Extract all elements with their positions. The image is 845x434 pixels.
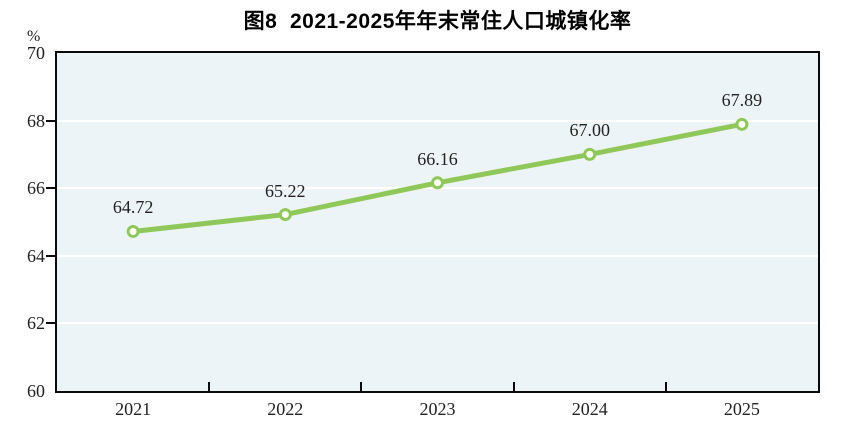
y-axis-tick-label: 60 bbox=[27, 381, 45, 401]
y-axis-tick bbox=[46, 187, 55, 190]
y-axis-unit-label: % bbox=[27, 28, 41, 45]
data-point-marker bbox=[431, 176, 444, 190]
gridline bbox=[57, 119, 818, 122]
line-series-canvas bbox=[126, 117, 749, 238]
x-axis-tick-label: 2021 bbox=[115, 399, 152, 419]
data-point-marker bbox=[583, 147, 597, 161]
x-axis-tick bbox=[664, 382, 667, 391]
x-axis-tick bbox=[208, 382, 211, 391]
y-axis-tick-label: 62 bbox=[27, 313, 45, 334]
x-axis-tick-label: 2023 bbox=[419, 399, 456, 419]
chart-title: 图8 2021-2025年年末常住人口城镇化率 bbox=[243, 10, 632, 33]
x-axis-tick-label: 2024 bbox=[571, 399, 608, 419]
data-point-marker bbox=[126, 224, 140, 238]
gridline bbox=[57, 322, 818, 325]
x-axis-tick-label: 2025 bbox=[723, 399, 760, 419]
x-axis-tick-label: 2022 bbox=[267, 399, 304, 419]
data-value-label: 65.22 bbox=[265, 180, 306, 201]
y-axis-tick bbox=[46, 119, 55, 122]
y-axis-tick-label: 66 bbox=[27, 178, 45, 199]
data-point-marker bbox=[735, 117, 749, 131]
data-value-label: 66.16 bbox=[417, 148, 458, 169]
data-value-label: 64.72 bbox=[112, 197, 154, 218]
x-axis-tick bbox=[360, 382, 363, 391]
data-value-label: 67.00 bbox=[569, 120, 610, 141]
y-axis-tick-label: 70 bbox=[27, 43, 45, 63]
x-axis-tick bbox=[512, 382, 515, 391]
gridline bbox=[57, 254, 818, 257]
data-value-label: 67.89 bbox=[721, 90, 763, 111]
data-point-marker bbox=[278, 208, 292, 222]
y-axis-tick-label: 68 bbox=[27, 110, 45, 131]
y-axis-tick bbox=[46, 322, 55, 325]
plot-area: 64.72 65.22 66.16 67.00 67.89 bbox=[55, 51, 820, 393]
y-axis-tick-label: 64 bbox=[27, 245, 45, 266]
y-axis-tick bbox=[46, 254, 55, 257]
